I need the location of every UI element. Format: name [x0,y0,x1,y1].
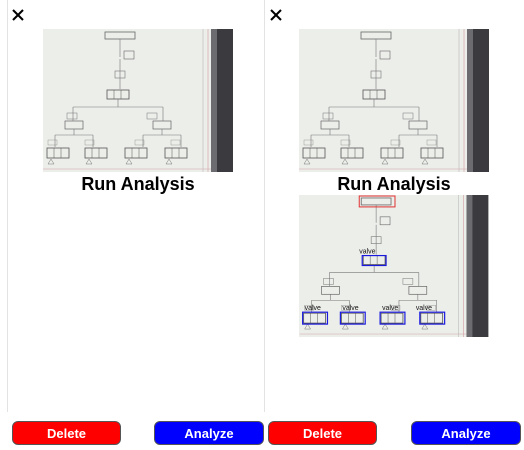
close-icon[interactable] [268,7,284,23]
analyze-button[interactable]: Analyze [411,421,521,445]
detection-label: valve [382,305,398,312]
detection-result-image: valve valve valve valve valve [299,195,489,337]
detection-box: valve [416,305,446,325]
detection-box: valve [302,305,329,325]
run-analysis-heading: Run Analysis [81,174,195,194]
input-image [299,29,489,172]
detection-label: valve [342,305,358,312]
delete-button[interactable]: Delete [268,421,377,445]
panel-divider [264,0,265,412]
detection-box: valve [359,249,387,267]
detection-box [358,195,396,208]
left-panel: Run Analysis Delete Analyze [7,0,264,445]
run-analysis-heading: Run Analysis [337,174,451,194]
right-panel: Run Analysis valve valve valve valve [265,0,524,450]
analyze-button[interactable]: Analyze [154,421,264,445]
detection-label: valve [305,305,321,312]
detection-label: valve [416,305,432,312]
input-image [43,29,233,172]
close-icon[interactable] [10,7,26,23]
detection-label: valve [359,249,375,256]
panel-divider [7,0,8,412]
delete-button[interactable]: Delete [12,421,121,445]
detection-box: valve [339,305,366,325]
detection-box: valve [379,305,406,325]
